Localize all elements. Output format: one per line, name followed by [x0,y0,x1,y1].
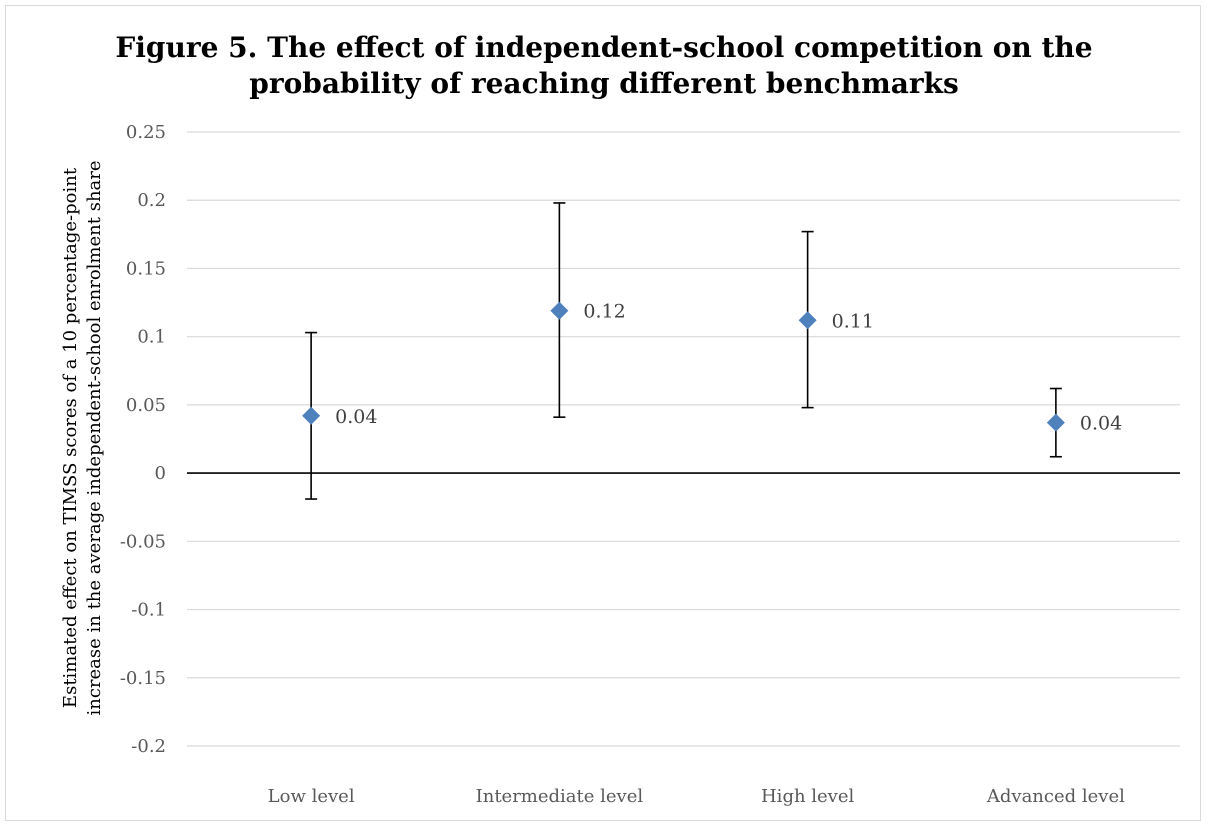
y-tick-label: -0.05 [120,531,166,552]
data-point-diamond [302,406,321,425]
data-points [302,301,1065,432]
chart-frame [5,5,1201,821]
y-tick-label: 0.05 [126,395,166,416]
y-tick-label: 0.25 [126,122,166,143]
data-point-diamond [798,311,817,330]
error-bars [305,202,1062,500]
y-axis-label-line-2: increase in the average independent-scho… [84,160,105,715]
y-tick-label: 0 [155,463,166,484]
data-label: 0.11 [832,310,874,332]
y-tick-label: -0.15 [120,668,166,689]
y-tick-label: -0.2 [131,736,166,757]
x-tick-label: Advanced level [986,786,1125,807]
x-tick-label: Intermediate level [476,786,644,807]
y-tick-label: 0.2 [137,190,166,211]
gridlines [187,131,1180,747]
chart-title-line-2: probability of reaching different benchm… [249,67,959,100]
x-axis-tick-labels: Low level Intermediate level High level Adv… [268,786,1125,807]
y-axis-tick-labels: -0.2 -0.15 -0.1 -0.05 0 0.05 0.1 0.15 0.2 0.25 [120,122,166,757]
data-label: 0.12 [583,301,625,323]
y-tick-label: 0.15 [126,258,166,279]
chart-title: Figure 5. The effect of independent-scho… [0,30,1208,102]
x-tick-label: High level [761,786,855,807]
chart-title-line-1: Figure 5. The effect of independent-scho… [115,31,1093,64]
data-point-diamond [550,301,569,320]
data-label: 0.04 [1080,413,1122,435]
y-tick-label: -0.1 [131,600,166,621]
data-labels: 0.04 0.12 0.11 0.04 [335,301,1122,435]
x-tick-label: Low level [268,786,355,807]
data-point-diamond [1046,413,1065,432]
y-axis-label-line-1: Estimated effect on TIMSS scores of a 10… [60,167,81,708]
y-tick-label: 0.1 [137,327,166,348]
data-label: 0.04 [335,406,377,428]
